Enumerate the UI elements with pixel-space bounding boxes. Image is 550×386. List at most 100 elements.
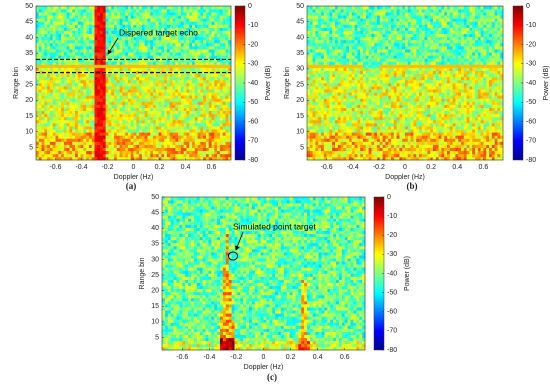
texture-cell bbox=[142, 92, 145, 95]
texture-cell bbox=[50, 111, 53, 114]
texture-cell bbox=[36, 49, 39, 52]
texture-cell bbox=[64, 145, 67, 148]
texture-cell bbox=[75, 65, 78, 68]
texture-cell bbox=[366, 132, 369, 135]
texture-cell bbox=[307, 151, 310, 154]
texture-cell bbox=[391, 105, 394, 108]
texture-cell bbox=[212, 138, 215, 141]
texture-cell bbox=[481, 114, 484, 117]
texture-cell bbox=[117, 74, 120, 77]
texture-cell bbox=[83, 101, 86, 104]
texture-cell bbox=[89, 111, 92, 114]
texture-cell bbox=[343, 135, 346, 138]
texture-cell bbox=[214, 49, 217, 52]
texture-cell bbox=[117, 92, 120, 95]
texture-cell bbox=[167, 92, 170, 95]
texture-cell bbox=[455, 145, 458, 148]
texture-cell bbox=[447, 129, 450, 132]
texture-cell bbox=[439, 126, 442, 129]
texture-cell bbox=[492, 108, 495, 111]
texture-cell bbox=[103, 12, 106, 15]
texture-cell bbox=[120, 129, 123, 132]
texture-cell bbox=[439, 98, 442, 101]
texture-cell bbox=[341, 108, 344, 111]
texture-cell bbox=[95, 55, 98, 58]
texture-cell bbox=[192, 46, 195, 49]
texture-cell bbox=[489, 120, 492, 123]
texture-cell bbox=[170, 49, 173, 52]
texture-cell bbox=[86, 83, 89, 86]
texture-cell bbox=[217, 74, 220, 77]
texture-cell bbox=[377, 142, 380, 145]
texture-cell bbox=[355, 145, 358, 148]
texture-cell bbox=[329, 138, 332, 141]
texture-cell bbox=[36, 154, 39, 157]
texture-cell bbox=[100, 129, 103, 132]
texture-cell bbox=[122, 98, 125, 101]
texture-cell bbox=[58, 108, 61, 111]
texture-cell bbox=[212, 151, 215, 154]
texture-cell bbox=[198, 15, 201, 18]
texture-cell bbox=[203, 138, 206, 141]
texture-cell bbox=[142, 55, 145, 58]
texture-cell bbox=[209, 12, 212, 15]
texture-cell bbox=[212, 129, 215, 132]
texture-cell bbox=[97, 68, 100, 71]
texture-cell bbox=[189, 40, 192, 43]
texture-cell bbox=[489, 117, 492, 120]
texture-cell bbox=[186, 6, 189, 9]
texture-cell bbox=[195, 142, 198, 145]
texture-cell bbox=[106, 37, 109, 40]
texture-cell bbox=[374, 135, 377, 138]
texture-cell bbox=[422, 145, 425, 148]
texture-cell bbox=[150, 15, 153, 18]
texture-cell bbox=[225, 40, 228, 43]
texture-cell bbox=[161, 138, 164, 141]
texture-cell bbox=[47, 24, 50, 27]
texture-cell bbox=[167, 40, 170, 43]
texture-cell bbox=[153, 117, 156, 120]
texture-cell bbox=[161, 12, 164, 15]
texture-cell bbox=[178, 98, 181, 101]
texture-cell bbox=[58, 9, 61, 12]
texture-cell bbox=[444, 132, 447, 135]
texture-cell bbox=[388, 95, 391, 98]
texture-cell bbox=[142, 154, 145, 157]
texture-cell bbox=[318, 151, 321, 154]
texture-cell bbox=[75, 58, 78, 61]
texture-cell bbox=[475, 120, 478, 123]
texture-cell bbox=[321, 114, 324, 117]
texture-cell bbox=[203, 111, 206, 114]
texture-cell bbox=[67, 148, 70, 151]
texture-cell bbox=[58, 117, 61, 120]
texture-cell bbox=[175, 154, 178, 157]
texture-cell bbox=[441, 101, 444, 104]
texture-cell bbox=[131, 108, 134, 111]
texture-cell bbox=[114, 123, 117, 126]
texture-cell bbox=[198, 111, 201, 114]
texture-cell bbox=[39, 145, 42, 148]
texture-cell bbox=[212, 18, 215, 21]
texture-cell bbox=[44, 80, 47, 83]
texture-cell bbox=[36, 123, 39, 126]
texture-cell bbox=[114, 151, 117, 154]
texture-cell bbox=[209, 52, 212, 55]
texture-cell bbox=[61, 37, 64, 40]
texture-cell bbox=[78, 95, 81, 98]
texture-cell bbox=[416, 151, 419, 154]
texture-cell bbox=[192, 114, 195, 117]
texture-cell bbox=[315, 138, 318, 141]
texture-cell bbox=[61, 148, 64, 151]
texture-cell bbox=[327, 98, 330, 101]
texture-cell bbox=[461, 98, 464, 101]
texture-cell bbox=[472, 148, 475, 151]
texture-cell bbox=[139, 74, 142, 77]
texture-cell bbox=[67, 154, 70, 157]
texture-cell bbox=[161, 80, 164, 83]
texture-cell bbox=[161, 40, 164, 43]
texture-cell bbox=[83, 111, 86, 114]
texture-cell bbox=[39, 129, 42, 132]
texture-cell bbox=[131, 101, 134, 104]
texture-cell bbox=[120, 77, 123, 80]
texture-cell bbox=[36, 12, 39, 15]
